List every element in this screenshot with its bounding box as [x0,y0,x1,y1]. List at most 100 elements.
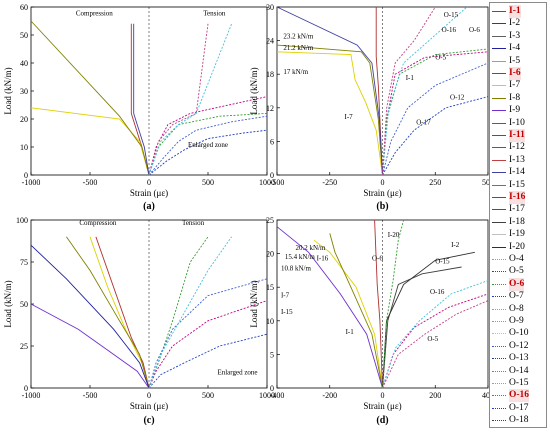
legend-item: I-15 [492,179,546,192]
legend-label: I-15 [509,179,525,190]
legend-swatch [492,345,506,347]
y-tick-label: 10 [20,143,28,152]
legend-label: I-10 [509,117,525,128]
annotation: Tension [203,9,226,17]
annotation: 23.2 kN/m [283,32,314,40]
series-line-I-1 [374,219,383,389]
legend-swatch [492,234,506,236]
x-tick-label: 500 [482,178,494,187]
annotation: I-20 [388,231,400,239]
legend-swatch [492,296,506,298]
series-line-I-8 [276,44,383,176]
series-line-O-17 [148,333,268,389]
legend-swatch [492,73,506,74]
panel-label: (d) [376,415,388,426]
y-axis-label: Load (kN/m) [3,67,13,114]
x-tick-label: -1000 [22,178,41,187]
annotation: I-1 [346,328,355,336]
series-line-O-5 [382,293,489,389]
x-tick-label: 0 [381,391,385,400]
annotation: O-16 [442,26,457,34]
legend-item: O-16 [492,389,546,403]
x-tick-label: -250 [322,178,337,187]
legend-label: I-9 [509,105,521,116]
legend-item: I-12 [492,141,546,154]
annotation: O-17 [416,119,431,127]
x-axis-label: Strain (με) [363,401,401,411]
x-tick-label: -1000 [22,391,41,400]
legend-label: I-11 [509,129,525,142]
y-tick-label: 100 [16,216,28,225]
y-tick-label: 0 [24,384,28,393]
legend-swatch [492,60,506,62]
legend-label: I-8 [509,92,521,103]
legend-label: I-1 [509,5,521,18]
x-tick-label: 400 [482,391,494,400]
legend-swatch [492,308,506,310]
legend-label: I-14 [509,167,525,178]
legend-label: I-20 [509,241,525,252]
legend-label: I-18 [509,216,525,227]
legend-label: O-18 [509,415,529,426]
series-line-O-5 [148,96,268,176]
annotation: Compression [79,219,116,227]
series-line-O-6 [382,48,489,176]
legend-item: I-14 [492,166,546,179]
series-line-O-16 [382,6,436,176]
y-tick-label: 60 [20,3,28,12]
panel-label: (b) [376,201,388,212]
legend-swatch [492,333,506,335]
legend-item: I-3 [492,30,546,43]
series-line-O-6 [382,219,405,389]
series-line-O-15 [148,23,233,176]
legend-item: I-19 [492,228,546,241]
legend-item: O-8 [492,303,546,316]
series-line-O-12 [148,278,268,389]
x-tick-label: -200 [322,391,337,400]
legend-swatch [492,321,506,322]
legend-label: I-3 [509,30,521,41]
series-line-I-20 [382,251,475,389]
y-tick-label: 20 [20,115,28,124]
y-axis-label: Load (kN/m) [3,280,13,327]
series-line-O-5 [148,300,268,389]
y-tick-label: 50 [20,300,28,309]
legend-item: O-7 [492,290,546,303]
legend-item: I-2 [492,17,546,30]
y-tick-label: 5 [270,350,274,359]
legend-item: I-1 [492,5,546,18]
series-line-O-17 [148,129,268,176]
series-line-I-7 [313,239,383,389]
y-tick-label: 25 [20,342,28,351]
annotation: O-12 [450,93,465,101]
legend-swatch [492,283,506,285]
annotation: 17 kN/m [283,68,308,76]
legend-item: I-8 [492,92,546,105]
annotation: 20.2 kN/m [295,244,326,252]
x-tick-label: 0 [381,178,385,187]
annotation: Enlarged zone [188,141,228,149]
series-line-I-16 [30,303,150,389]
series-line-O-12 [148,115,268,176]
legend-item: O-5 [492,265,546,278]
legend-swatch [492,420,506,422]
legend-item: O-15 [492,377,546,390]
series-line-I-7 [276,51,383,176]
series-line-I-20 [30,244,150,389]
legend-swatch [492,271,506,273]
y-tick-label: 0 [24,171,28,180]
legend-swatch [492,246,506,248]
legend-label: I-16 [509,191,526,204]
x-axis-label: Strain (με) [363,188,401,198]
legend-label: O-14 [509,365,529,376]
legend-item: I-7 [492,79,546,92]
annotation: Enlarged zone [217,369,257,377]
series-line-O-16 [148,23,209,176]
legend-item: I-9 [492,104,546,117]
legend-label: I-6 [509,67,521,80]
legend-label: O-17 [509,402,529,413]
legend-item: O-10 [492,327,546,340]
legend-item: I-20 [492,241,546,254]
x-tick-label: 200 [429,391,441,400]
